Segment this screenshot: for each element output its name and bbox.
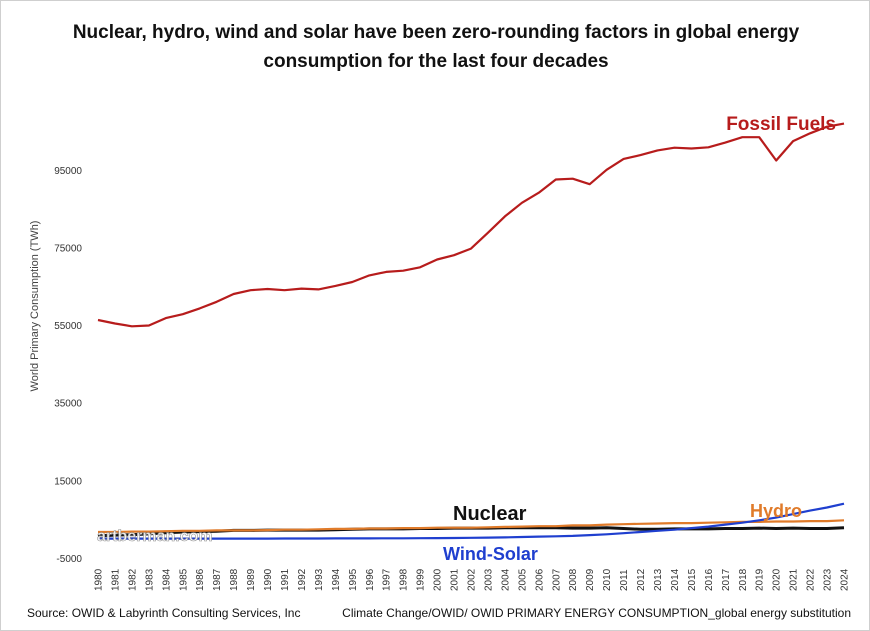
source-left: Source: OWID & Labyrinth Consulting Serv…: [27, 606, 301, 620]
x-tick-label: 1981: [110, 568, 121, 591]
x-tick-label: 1980: [94, 568, 105, 591]
x-axis: 1980 1981 1982 1983 1984 1985 1986 1987 1988 1989…: [94, 568, 851, 591]
x-tick-label: 1987: [212, 568, 223, 591]
x-tick-label: 2009: [585, 568, 596, 591]
chart-title-line-2: consumption for the last four decades: [263, 51, 609, 72]
x-tick-label: 1982: [127, 568, 138, 591]
x-tick-label: 2006: [534, 568, 545, 591]
x-tick-label: 1994: [331, 568, 342, 591]
annotations: Fossil Fuels Nuclear Hydro Wind-Solar artber…: [97, 114, 836, 564]
x-tick-label: 2024: [840, 568, 851, 591]
x-tick-label: 2005: [517, 568, 528, 591]
x-tick-label: 1988: [229, 568, 240, 591]
x-tick-label: 1990: [263, 568, 274, 591]
x-tick-label: 1986: [195, 568, 206, 591]
x-tick-label: 2008: [568, 568, 579, 591]
y-tick-label: 95000: [54, 166, 82, 177]
x-tick-label: 1995: [348, 568, 359, 591]
y-tick-label: 75000: [54, 243, 82, 254]
x-tick-label: 2014: [670, 568, 681, 591]
x-tick-label: 2002: [467, 568, 478, 591]
x-tick-label: 1999: [416, 568, 427, 591]
label-wind-solar: Wind-Solar: [443, 544, 538, 564]
y-tick-label: 35000: [54, 399, 82, 410]
x-tick-label: 2011: [619, 569, 630, 591]
x-tick-label: 1996: [365, 568, 376, 591]
chart-title: Nuclear, hydro, wind and solar have been…: [1, 18, 869, 76]
x-tick-label: 2020: [772, 568, 783, 591]
x-tick-label: 1983: [144, 568, 155, 591]
label-hydro: Hydro: [750, 501, 802, 521]
series-line-hydro: [98, 519, 845, 534]
x-tick-label: 1998: [399, 568, 410, 591]
x-tick-label: 2003: [483, 568, 494, 591]
series-group: [97, 122, 845, 540]
x-tick-label: 2010: [602, 568, 613, 591]
x-tick-label: 2017: [721, 568, 732, 591]
y-tick-label: 55000: [54, 321, 82, 332]
label-nuclear: Nuclear: [453, 503, 527, 525]
x-tick-label: 2000: [433, 568, 444, 591]
x-tick-label: 1989: [246, 568, 257, 591]
x-tick-label: 2007: [551, 568, 562, 591]
series-line-wind-solar: [98, 502, 845, 540]
source-right: Climate Change/OWID/ OWID PRIMARY ENERGY…: [342, 606, 851, 620]
y-axis-label: World Primary Consumption (TWh): [29, 221, 41, 392]
x-tick-label: 1993: [314, 568, 325, 591]
x-tick-label: 1992: [297, 568, 308, 591]
x-tick-label: 2001: [450, 568, 461, 591]
y-tick-label: 15000: [54, 476, 82, 487]
x-tick-label: 1997: [382, 568, 393, 591]
x-tick-label: 1984: [161, 568, 172, 591]
x-tick-label: 2019: [755, 568, 766, 591]
x-tick-label: 1985: [178, 568, 189, 591]
chart-title-line-1: Nuclear, hydro, wind and solar have been…: [72, 22, 800, 43]
x-tick-label: 1991: [280, 568, 291, 591]
y-tick-label: -5000: [56, 554, 82, 565]
x-tick-label: 2004: [500, 568, 511, 591]
x-tick-label: 2016: [704, 568, 715, 591]
x-tick-label: 2015: [687, 568, 698, 591]
x-tick-label: 2012: [636, 568, 647, 591]
label-fossil-fuels: Fossil Fuels: [726, 114, 836, 135]
line-chart: -5000 15000 35000 55000 75000 95000 World Prim…: [29, 114, 851, 591]
x-tick-label: 2022: [806, 568, 817, 591]
x-tick-label: 2023: [823, 568, 834, 591]
x-tick-label: 2018: [738, 568, 749, 591]
watermark-text: artberman.com: [97, 528, 213, 545]
y-axis: -5000 15000 35000 55000 75000 95000 World Prim…: [29, 166, 82, 565]
x-tick-label: 2013: [653, 568, 664, 591]
series-line-fossil-fuels: [97, 122, 845, 328]
x-tick-label: 2021: [789, 568, 800, 591]
